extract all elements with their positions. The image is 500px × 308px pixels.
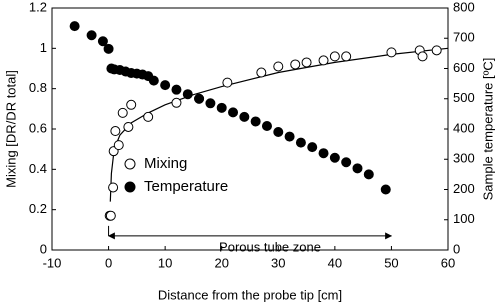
y2-tick-label: 700 — [453, 30, 475, 45]
data-point — [97, 36, 108, 47]
data-point — [307, 142, 318, 153]
data-point — [103, 43, 114, 54]
data-point — [182, 89, 193, 100]
data-point — [250, 116, 261, 127]
data-point — [228, 107, 239, 118]
data-point — [171, 97, 182, 108]
x-tick-label: 20 — [214, 255, 228, 270]
legend-marker — [124, 158, 136, 170]
y2-tick-label: 500 — [453, 90, 475, 105]
x-tick-label: 30 — [271, 255, 285, 270]
data-point — [318, 148, 329, 159]
data-point — [363, 169, 374, 180]
data-point — [205, 98, 216, 109]
y2-tick-label: 400 — [453, 120, 475, 135]
data-point — [329, 51, 340, 62]
y2-tick-label: 300 — [453, 151, 475, 166]
legend-label: Mixing — [144, 155, 187, 172]
data-point — [273, 61, 284, 72]
x-tick-label: 60 — [441, 255, 455, 270]
y-tick-label: 1 — [40, 40, 47, 55]
y2-tick-label: 0 — [453, 241, 460, 256]
data-point — [290, 59, 301, 70]
data-point — [301, 57, 312, 68]
data-point — [126, 99, 137, 110]
x-tick-label: -10 — [43, 255, 62, 270]
y2-tick-label: 600 — [453, 60, 475, 75]
data-point — [256, 67, 267, 78]
data-point — [284, 131, 295, 142]
data-point — [318, 55, 329, 66]
data-point — [380, 184, 391, 195]
y-tick-label: 0.8 — [29, 80, 47, 95]
y2-tick-label: 800 — [453, 0, 475, 14]
data-point — [386, 47, 397, 58]
data-point — [341, 157, 352, 168]
x-axis-label: Distance from the probe tip [cm] — [158, 287, 342, 302]
data-point — [417, 51, 428, 62]
data-point — [261, 120, 272, 131]
data-point — [69, 21, 80, 32]
data-point — [216, 102, 227, 113]
x-tick-label: 10 — [158, 255, 172, 270]
y-tick-label: 0.6 — [29, 120, 47, 135]
legend-marker — [124, 181, 136, 193]
data-point — [295, 137, 306, 148]
data-point — [148, 75, 159, 86]
data-point — [273, 127, 284, 138]
data-point — [239, 111, 250, 122]
x-tick-label: 40 — [328, 255, 342, 270]
data-point — [110, 126, 121, 137]
annotation-text: Porous tube zone — [219, 239, 321, 254]
data-point — [143, 111, 154, 122]
data-point — [123, 121, 134, 132]
data-point — [113, 140, 124, 151]
y-tick-label: 0.4 — [29, 161, 47, 176]
data-point — [105, 210, 116, 221]
y-axis-label: Mixing [DR/DR total] — [3, 70, 18, 188]
legend-label: Temperature — [144, 178, 228, 195]
data-point — [352, 163, 363, 174]
data-point — [329, 152, 340, 163]
y-tick-label: 0 — [40, 241, 47, 256]
data-point — [108, 182, 119, 193]
x-tick-label: 0 — [105, 255, 112, 270]
x-tick-label: 50 — [384, 255, 398, 270]
y2-axis-label: Sample temperature [ºC] — [480, 58, 495, 201]
data-point — [222, 77, 233, 88]
data-point — [171, 84, 182, 95]
data-point — [86, 30, 97, 41]
data-point — [194, 93, 205, 104]
y-tick-label: 0.2 — [29, 201, 47, 216]
data-point — [431, 45, 442, 56]
data-point — [117, 107, 128, 118]
y2-tick-label: 200 — [453, 181, 475, 196]
data-point — [160, 80, 171, 91]
data-point — [341, 51, 352, 62]
y2-tick-label: 100 — [453, 211, 475, 226]
y-tick-label: 1.2 — [29, 0, 47, 14]
